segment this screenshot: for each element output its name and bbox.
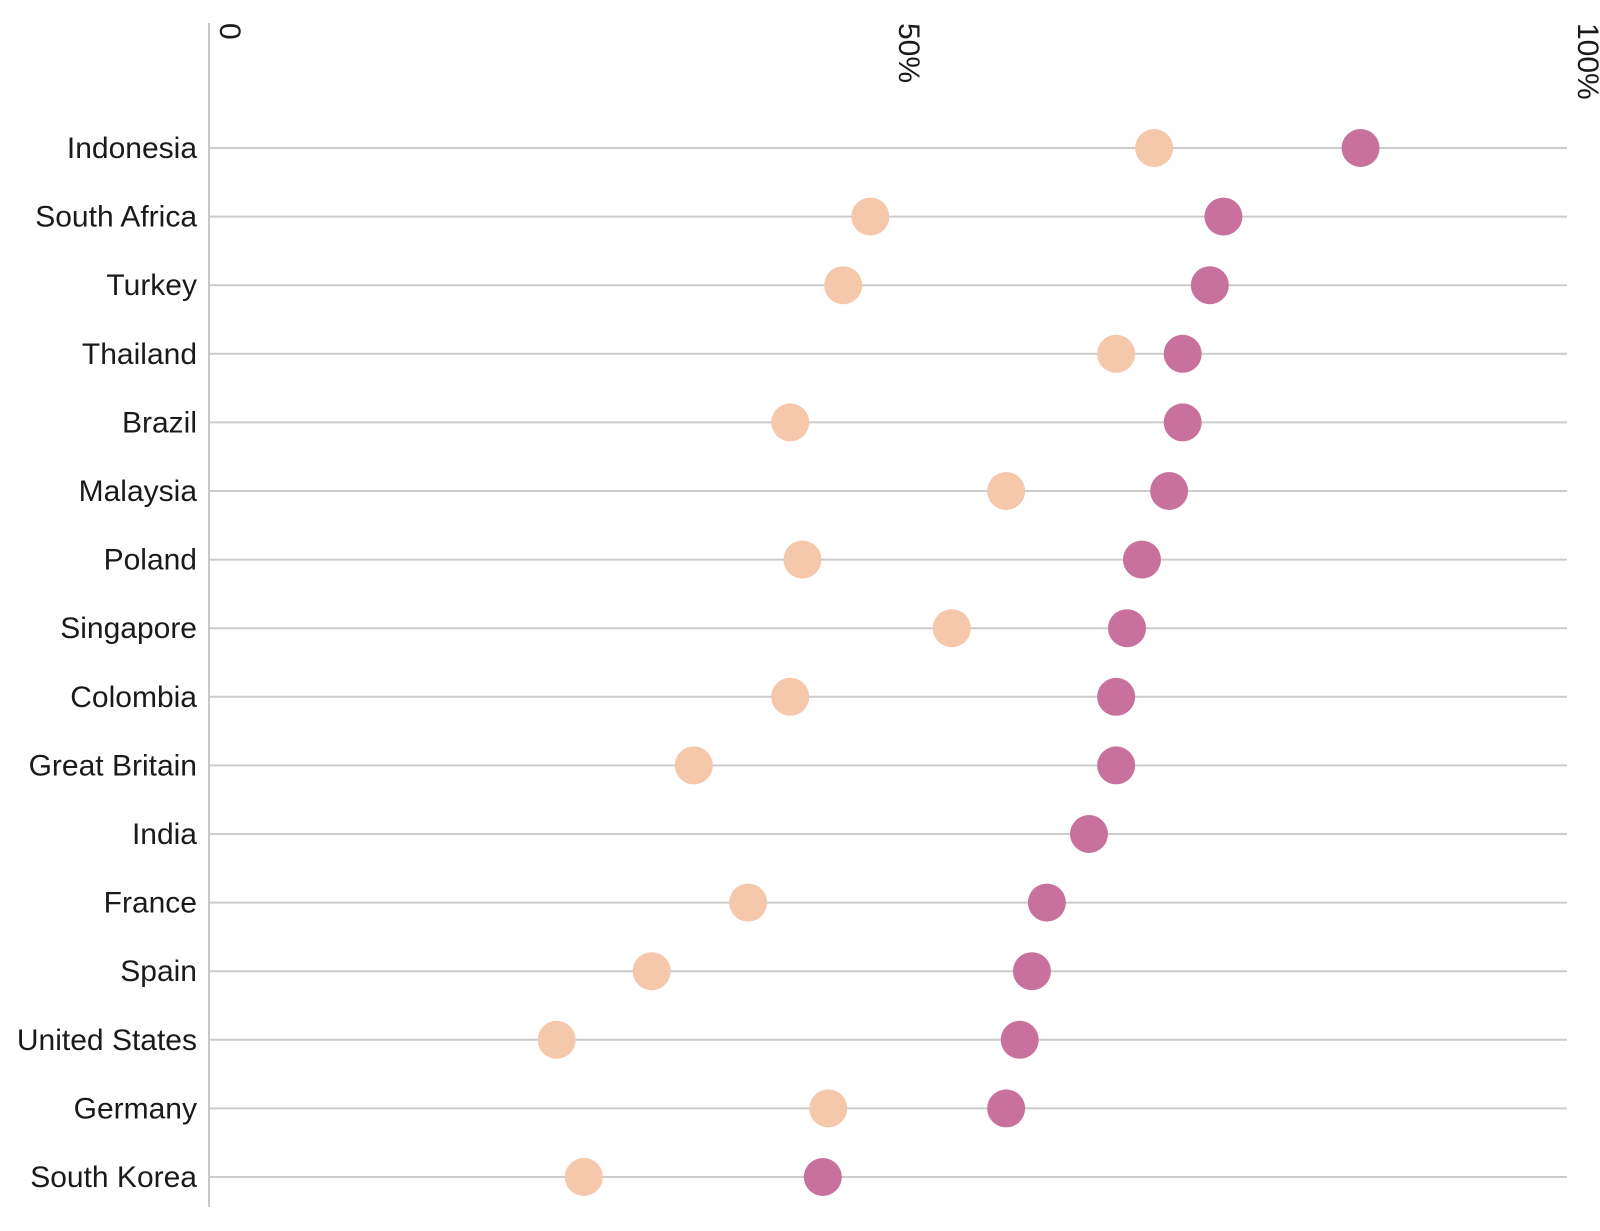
country-label-turkey: Turkey: [106, 269, 197, 302]
dot-dark-germany: [987, 1089, 1026, 1128]
dot-dark-india: [1069, 815, 1108, 853]
dot-dark-poland: [1122, 540, 1161, 579]
dot-light-thailand: [1097, 334, 1136, 373]
country-label-singapore: Singapore: [60, 612, 197, 645]
dot-dark-united-states: [1000, 1020, 1039, 1059]
dot-light-malaysia: [987, 472, 1026, 510]
dot-dark-turkey: [1190, 266, 1229, 305]
dot-dark-indonesia: [1341, 129, 1380, 167]
x-tick-label-100: 100%: [1571, 23, 1600, 100]
country-label-south-korea: South Korea: [30, 1161, 197, 1194]
dot-dark-spain: [1012, 952, 1051, 991]
dot-light-france: [729, 883, 768, 922]
dot-dark-brazil: [1163, 403, 1202, 442]
dot-light-south-africa: [851, 197, 890, 236]
dot-dark-singapore: [1108, 609, 1147, 648]
dot-dark-thailand: [1163, 334, 1202, 373]
country-label-india: India: [132, 818, 197, 851]
row-lines-group: [209, 147, 1567, 1178]
dot-dark-malaysia: [1150, 472, 1189, 510]
dot-light-great-britain: [674, 746, 713, 785]
country-label-malaysia: Malaysia: [79, 475, 198, 508]
dot-dark-colombia: [1097, 677, 1136, 716]
dot-light-germany: [809, 1089, 848, 1128]
dot-light-spain: [632, 952, 671, 991]
country-label-great-britain: Great Britain: [29, 749, 197, 782]
country-label-brazil: Brazil: [122, 406, 197, 439]
dot-light-south-korea: [564, 1158, 603, 1196]
dot-light-colombia: [771, 677, 810, 716]
dot-dark-south-korea: [803, 1158, 842, 1196]
dot-dark-france: [1027, 883, 1066, 922]
country-label-south-africa: South Africa: [35, 201, 197, 234]
country-label-united-states: United States: [17, 1024, 197, 1057]
country-label-poland: Poland: [104, 544, 197, 577]
dot-light-turkey: [824, 266, 863, 305]
country-label-spain: Spain: [120, 955, 197, 988]
dot-light-indonesia: [1135, 129, 1174, 167]
dot-light-poland: [783, 540, 822, 579]
x-tick-label-50: 50%: [892, 23, 925, 83]
country-label-thailand: Thailand: [82, 338, 197, 371]
x-tick-label-0: 0: [213, 23, 246, 40]
dot-light-brazil: [771, 403, 810, 442]
country-labels-group: Indonesia South Africa Turkey Thailand Brazi…: [17, 132, 197, 1194]
dot-light-singapore: [932, 609, 971, 648]
country-label-france: France: [104, 887, 197, 920]
dot-dark-great-britain: [1097, 746, 1136, 785]
country-label-colombia: Colombia: [70, 681, 197, 714]
country-label-indonesia: Indonesia: [67, 132, 197, 165]
x-tick-labels-group: 0 50% 100%: [213, 23, 1600, 100]
dot-light-united-states: [537, 1020, 576, 1059]
dot-dark-south-africa: [1204, 197, 1243, 236]
country-label-germany: Germany: [74, 1092, 197, 1125]
dots-group: [537, 129, 1380, 1196]
